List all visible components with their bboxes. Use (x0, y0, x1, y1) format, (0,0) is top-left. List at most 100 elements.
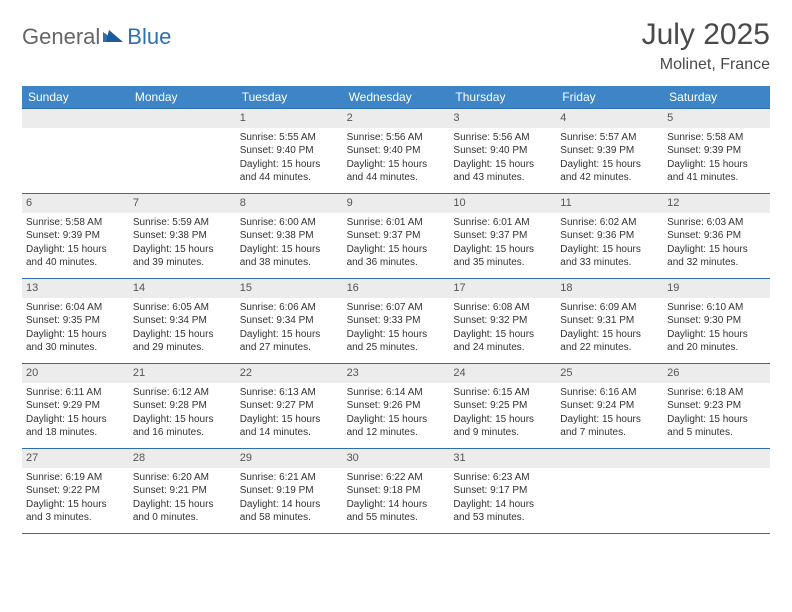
header: General Blue July 2025 Molinet, France (22, 18, 770, 74)
calendar-cell (556, 449, 663, 533)
cell-body: Sunrise: 6:14 AMSunset: 9:26 PMDaylight:… (343, 383, 450, 445)
cell-body: Sunrise: 6:01 AMSunset: 9:37 PMDaylight:… (449, 213, 556, 275)
sunset-text: Sunset: 9:39 PM (667, 144, 766, 158)
daylight-text: Daylight: 15 hours and 7 minutes. (560, 413, 659, 440)
flag-icon (103, 26, 123, 49)
cell-body: Sunrise: 6:22 AMSunset: 9:18 PMDaylight:… (343, 468, 450, 530)
sunrise-text: Sunrise: 6:02 AM (560, 216, 659, 230)
calendar-cell: 1Sunrise: 5:55 AMSunset: 9:40 PMDaylight… (236, 109, 343, 193)
calendar-body: 1Sunrise: 5:55 AMSunset: 9:40 PMDaylight… (22, 108, 770, 533)
day-header-row: SundayMondayTuesdayWednesdayThursdayFrid… (22, 86, 770, 108)
sunrise-text: Sunrise: 6:20 AM (133, 471, 232, 485)
sunset-text: Sunset: 9:31 PM (560, 314, 659, 328)
sunrise-text: Sunrise: 5:58 AM (26, 216, 125, 230)
sunrise-text: Sunrise: 6:22 AM (347, 471, 446, 485)
sunset-text: Sunset: 9:39 PM (26, 229, 125, 243)
day-number: 17 (449, 279, 556, 298)
cell-body: Sunrise: 6:01 AMSunset: 9:37 PMDaylight:… (343, 213, 450, 275)
day-number: 18 (556, 279, 663, 298)
calendar-cell: 28Sunrise: 6:20 AMSunset: 9:21 PMDayligh… (129, 449, 236, 533)
sunset-text: Sunset: 9:17 PM (453, 484, 552, 498)
calendar-cell: 10Sunrise: 6:01 AMSunset: 9:37 PMDayligh… (449, 194, 556, 278)
day-number: 19 (663, 279, 770, 298)
calendar-cell: 14Sunrise: 6:05 AMSunset: 9:34 PMDayligh… (129, 279, 236, 363)
day-number: 14 (129, 279, 236, 298)
cell-body: Sunrise: 6:23 AMSunset: 9:17 PMDaylight:… (449, 468, 556, 530)
daylight-text: Daylight: 15 hours and 20 minutes. (667, 328, 766, 355)
day-number: 5 (663, 109, 770, 128)
day-number: 30 (343, 449, 450, 468)
day-number: 4 (556, 109, 663, 128)
sunset-text: Sunset: 9:25 PM (453, 399, 552, 413)
daylight-text: Daylight: 15 hours and 5 minutes. (667, 413, 766, 440)
daylight-text: Daylight: 15 hours and 29 minutes. (133, 328, 232, 355)
sunrise-text: Sunrise: 6:01 AM (347, 216, 446, 230)
sunrise-text: Sunrise: 6:08 AM (453, 301, 552, 315)
calendar-cell: 13Sunrise: 6:04 AMSunset: 9:35 PMDayligh… (22, 279, 129, 363)
day-number: 24 (449, 364, 556, 383)
cell-body: Sunrise: 6:13 AMSunset: 9:27 PMDaylight:… (236, 383, 343, 445)
calendar-cell: 17Sunrise: 6:08 AMSunset: 9:32 PMDayligh… (449, 279, 556, 363)
day-number: 7 (129, 194, 236, 213)
day-number: 23 (343, 364, 450, 383)
day-header: Monday (129, 86, 236, 108)
day-number: 27 (22, 449, 129, 468)
daylight-text: Daylight: 15 hours and 42 minutes. (560, 158, 659, 185)
calendar-week: 27Sunrise: 6:19 AMSunset: 9:22 PMDayligh… (22, 448, 770, 533)
sunrise-text: Sunrise: 6:12 AM (133, 386, 232, 400)
daylight-text: Daylight: 15 hours and 40 minutes. (26, 243, 125, 270)
logo-text-blue: Blue (127, 24, 171, 50)
calendar-cell: 12Sunrise: 6:03 AMSunset: 9:36 PMDayligh… (663, 194, 770, 278)
day-number: 29 (236, 449, 343, 468)
sunrise-text: Sunrise: 6:18 AM (667, 386, 766, 400)
daylight-text: Daylight: 15 hours and 16 minutes. (133, 413, 232, 440)
cell-body: Sunrise: 6:11 AMSunset: 9:29 PMDaylight:… (22, 383, 129, 445)
calendar-cell: 31Sunrise: 6:23 AMSunset: 9:17 PMDayligh… (449, 449, 556, 533)
daylight-text: Daylight: 15 hours and 30 minutes. (26, 328, 125, 355)
calendar-cell: 29Sunrise: 6:21 AMSunset: 9:19 PMDayligh… (236, 449, 343, 533)
footer-rule (22, 533, 770, 534)
day-number: 16 (343, 279, 450, 298)
daylight-text: Daylight: 15 hours and 44 minutes. (347, 158, 446, 185)
sunset-text: Sunset: 9:36 PM (667, 229, 766, 243)
daylight-text: Daylight: 15 hours and 44 minutes. (240, 158, 339, 185)
calendar-cell: 26Sunrise: 6:18 AMSunset: 9:23 PMDayligh… (663, 364, 770, 448)
sunset-text: Sunset: 9:23 PM (667, 399, 766, 413)
sunrise-text: Sunrise: 6:06 AM (240, 301, 339, 315)
sunrise-text: Sunrise: 6:13 AM (240, 386, 339, 400)
sunset-text: Sunset: 9:34 PM (133, 314, 232, 328)
sunrise-text: Sunrise: 5:57 AM (560, 131, 659, 145)
cell-body: Sunrise: 6:16 AMSunset: 9:24 PMDaylight:… (556, 383, 663, 445)
sunrise-text: Sunrise: 5:56 AM (347, 131, 446, 145)
page-title: July 2025 (642, 18, 770, 52)
sunset-text: Sunset: 9:35 PM (26, 314, 125, 328)
sunset-text: Sunset: 9:33 PM (347, 314, 446, 328)
sunset-text: Sunset: 9:18 PM (347, 484, 446, 498)
calendar-week: 1Sunrise: 5:55 AMSunset: 9:40 PMDaylight… (22, 108, 770, 193)
sunrise-text: Sunrise: 5:55 AM (240, 131, 339, 145)
cell-body: Sunrise: 5:58 AMSunset: 9:39 PMDaylight:… (22, 213, 129, 275)
sunset-text: Sunset: 9:19 PM (240, 484, 339, 498)
page: General Blue July 2025 Molinet, France S… (0, 0, 792, 552)
day-header: Saturday (663, 86, 770, 108)
day-number: 15 (236, 279, 343, 298)
cell-body: Sunrise: 6:05 AMSunset: 9:34 PMDaylight:… (129, 298, 236, 360)
day-number: 8 (236, 194, 343, 213)
sunrise-text: Sunrise: 6:01 AM (453, 216, 552, 230)
day-number: 1 (236, 109, 343, 128)
sunrise-text: Sunrise: 6:19 AM (26, 471, 125, 485)
daylight-text: Daylight: 15 hours and 41 minutes. (667, 158, 766, 185)
logo-text-general: General (22, 24, 100, 50)
daylight-text: Daylight: 15 hours and 18 minutes. (26, 413, 125, 440)
sunset-text: Sunset: 9:38 PM (240, 229, 339, 243)
cell-body: Sunrise: 6:06 AMSunset: 9:34 PMDaylight:… (236, 298, 343, 360)
calendar-cell: 8Sunrise: 6:00 AMSunset: 9:38 PMDaylight… (236, 194, 343, 278)
day-number: 10 (449, 194, 556, 213)
calendar-cell: 21Sunrise: 6:12 AMSunset: 9:28 PMDayligh… (129, 364, 236, 448)
calendar-cell (663, 449, 770, 533)
calendar-cell: 2Sunrise: 5:56 AMSunset: 9:40 PMDaylight… (343, 109, 450, 193)
sunset-text: Sunset: 9:34 PM (240, 314, 339, 328)
calendar-cell: 23Sunrise: 6:14 AMSunset: 9:26 PMDayligh… (343, 364, 450, 448)
page-subtitle: Molinet, France (642, 56, 770, 74)
cell-body: Sunrise: 6:12 AMSunset: 9:28 PMDaylight:… (129, 383, 236, 445)
